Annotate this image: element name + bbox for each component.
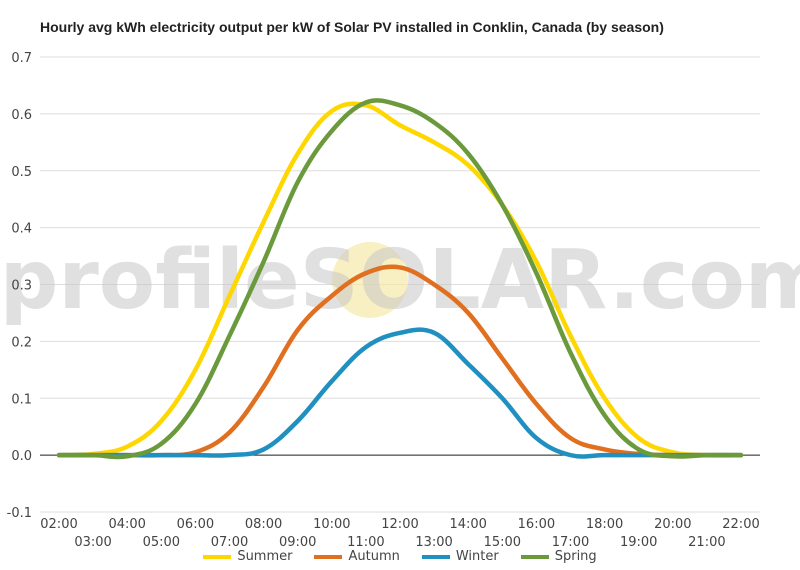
x-tick-label: 04:00 bbox=[108, 517, 145, 532]
y-tick-label: 0.3 bbox=[11, 279, 32, 294]
y-tick-label: 0.5 bbox=[11, 165, 32, 180]
x-tick-label: 22:00 bbox=[722, 517, 759, 532]
x-tick-label: 05:00 bbox=[143, 535, 180, 550]
legend-item-winter: Winter bbox=[421, 549, 499, 564]
y-tick-label: 0.1 bbox=[11, 392, 32, 407]
x-tick-label: 09:00 bbox=[279, 535, 316, 550]
x-tick-label: 03:00 bbox=[74, 535, 111, 550]
legend-item-summer: Summer bbox=[203, 549, 292, 564]
y-tick-label: 0.6 bbox=[11, 108, 32, 123]
y-tick-label: 0.7 bbox=[11, 51, 32, 66]
legend-label: Winter bbox=[455, 549, 499, 564]
series-line-spring bbox=[56, 98, 744, 460]
x-tick-label: 10:00 bbox=[313, 517, 350, 532]
legend-label: Autumn bbox=[348, 549, 400, 564]
legend-label: Spring bbox=[554, 549, 597, 564]
x-tick-label: 02:00 bbox=[40, 517, 77, 532]
legend-label: Summer bbox=[237, 549, 293, 564]
series-lines bbox=[56, 98, 744, 460]
watermark-sun-icon bbox=[332, 242, 408, 318]
x-tick-label: 18:00 bbox=[586, 517, 623, 532]
legend-item-autumn: Autumn bbox=[314, 549, 400, 564]
x-tick-label: 07:00 bbox=[211, 535, 248, 550]
legend-swatch bbox=[520, 554, 549, 559]
x-tick-label: 15:00 bbox=[484, 535, 521, 550]
series-line-winter bbox=[56, 327, 744, 459]
x-tick-label: 20:00 bbox=[654, 517, 691, 532]
x-tick-label: 08:00 bbox=[245, 517, 282, 532]
x-tick-label: 16:00 bbox=[518, 517, 555, 532]
x-tick-label: 17:00 bbox=[552, 535, 589, 550]
x-tick-label: 14:00 bbox=[449, 517, 486, 532]
x-axis-ticks: 02:00 03:00 04:00 05:00 06:00 07:00 08:00 09:00… bbox=[40, 517, 759, 550]
legend-swatch bbox=[314, 554, 343, 559]
x-tick-label: 11:00 bbox=[347, 535, 384, 550]
legend-item-spring: Spring bbox=[520, 549, 597, 564]
x-tick-label: 12:00 bbox=[381, 517, 418, 532]
y-axis-ticks: -0.1 0.0 0.1 0.2 0.3 0.4 0.5 0.6 0.7 bbox=[7, 51, 32, 521]
legend-swatch bbox=[203, 554, 232, 559]
chart-title: Hourly avg kWh electricity output per kW… bbox=[40, 19, 664, 35]
x-tick-label: 13:00 bbox=[415, 535, 452, 550]
watermark: profileSOLAR.com bbox=[0, 233, 800, 328]
series-line-summer bbox=[56, 101, 744, 458]
x-tick-label: 19:00 bbox=[620, 535, 657, 550]
x-tick-label: 21:00 bbox=[688, 535, 725, 550]
y-tick-label: 0.2 bbox=[11, 335, 32, 350]
x-tick-label: 06:00 bbox=[177, 517, 214, 532]
y-tick-label: 0.0 bbox=[11, 449, 32, 464]
legend: Summer Autumn Winter Spring bbox=[0, 549, 800, 564]
y-tick-label: 0.4 bbox=[11, 222, 32, 237]
y-tick-label: -0.1 bbox=[7, 506, 32, 521]
watermark-text: profileSOLAR.com bbox=[0, 233, 800, 328]
legend-swatch bbox=[421, 554, 450, 559]
